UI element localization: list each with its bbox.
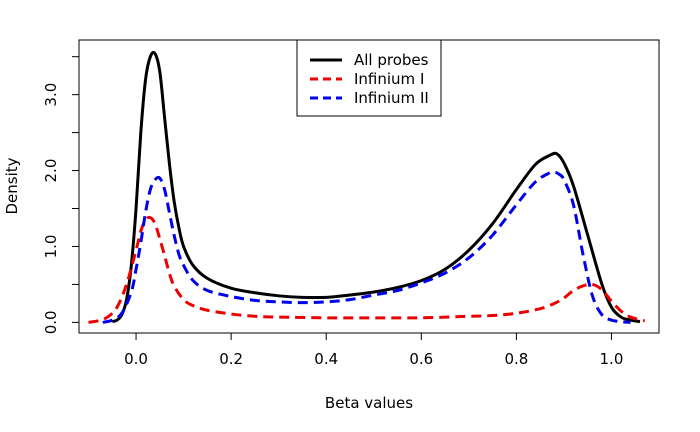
- y-axis: 0.0 1.0 2.0 3.0: [42, 56, 80, 334]
- y-tick-label: 1.0: [42, 235, 60, 259]
- x-tick-label: 0.6: [409, 350, 433, 368]
- y-tick-label: 2.0: [42, 159, 60, 183]
- legend-box: [296, 39, 442, 117]
- legend-label-infinium-ii: Infinium II: [354, 89, 429, 107]
- series-line-all-probes: [111, 50, 641, 324]
- series-line-infinium-ii: [102, 170, 631, 324]
- x-tick-label: 0.2: [219, 350, 243, 368]
- x-tick-label: 0.0: [124, 350, 148, 368]
- series-line-infinium-i: [88, 215, 646, 324]
- x-axis-label: Beta values: [325, 394, 413, 412]
- x-tick-label: 0.4: [314, 350, 338, 368]
- legend-label-all-probes: All probes: [354, 51, 429, 69]
- x-axis: 0.0 0.2 0.4 0.6 0.8 1.0: [124, 332, 624, 368]
- x-tick-label: 1.0: [600, 350, 624, 368]
- x-tick-label: 0.8: [504, 350, 528, 368]
- legend-label-infinium-i: Infinium I: [354, 70, 424, 88]
- series-layer: [88, 50, 646, 324]
- y-axis-label: Density: [3, 157, 21, 214]
- y-tick-label: 0.0: [42, 310, 60, 334]
- y-tick-label: 3.0: [42, 83, 60, 107]
